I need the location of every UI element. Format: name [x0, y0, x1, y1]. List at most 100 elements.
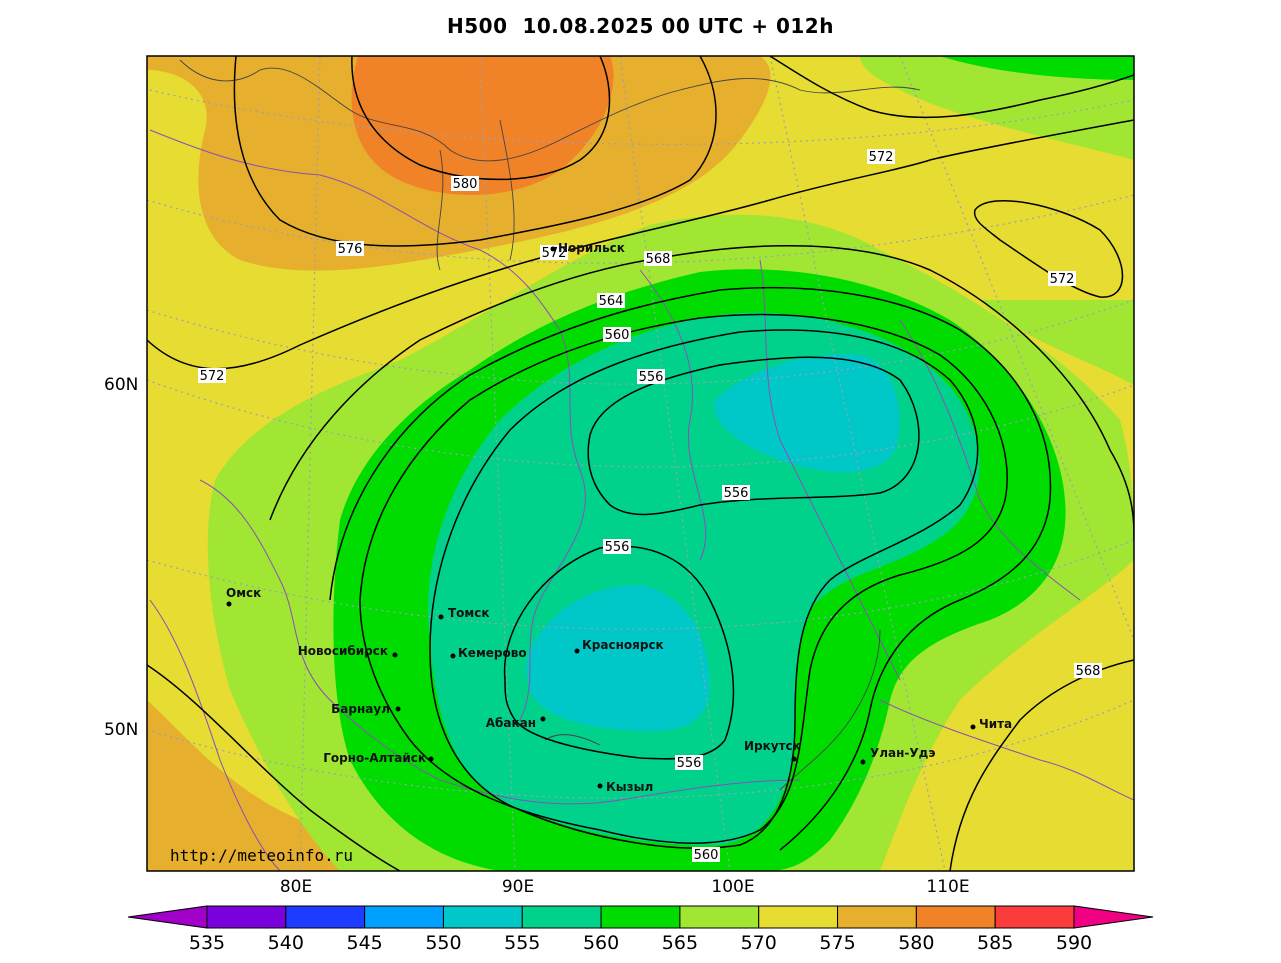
svg-text:Улан-Удэ: Улан-Удэ: [870, 746, 935, 760]
isoline-label: 572: [540, 245, 568, 261]
city-tomsk: Томск: [438, 606, 490, 620]
colorbar-swatch: [285, 905, 366, 929]
coastlines: [179, 59, 921, 791]
city-omsk: Омск: [226, 586, 261, 607]
colorbar-tick-label: 550: [425, 932, 461, 954]
isoline-label: 568: [1074, 663, 1102, 679]
isoline-576: [233, 56, 717, 247]
svg-text:Барнаул: Барнаул: [331, 702, 390, 716]
svg-text:572: 572: [1050, 272, 1075, 287]
svg-text:Омск: Омск: [226, 586, 261, 600]
svg-text:572: 572: [200, 369, 225, 384]
city-irkutsk: Иркутск: [744, 739, 801, 762]
colorbar-tick-label: 565: [662, 932, 698, 954]
admin-borders: [149, 129, 1134, 871]
lon-label-100e: 100E: [711, 877, 754, 897]
svg-text:560: 560: [605, 328, 630, 343]
isoline-label: 572: [867, 149, 895, 165]
colorbar-swatch: [837, 905, 917, 929]
isoline-label: 556: [722, 485, 750, 501]
isoline-556-north: [587, 356, 920, 516]
colorbar-swatch: [521, 905, 602, 929]
city-kyzyl: Кызыл: [597, 780, 653, 794]
isoline-560-inner: [429, 329, 979, 849]
svg-text:Томск: Томск: [448, 606, 490, 620]
svg-text:Горно-Алтайск: Горно-Алтайск: [323, 751, 426, 765]
fill-565-570-ne: [860, 56, 1134, 160]
source-url: http://meteoinfo.ru: [170, 846, 353, 865]
svg-text:568: 568: [646, 252, 671, 267]
lat-label-50n: 50N: [104, 720, 138, 740]
svg-text:Новосибирск: Новосибирск: [298, 644, 388, 658]
colorbar-tick-label: 590: [1056, 932, 1092, 954]
isoline-label: 556: [675, 755, 703, 771]
svg-text:572: 572: [869, 150, 894, 165]
lon-label-80e: 80E: [280, 877, 312, 897]
colorbar-extend-high: [1073, 905, 1154, 929]
isoline-560: [359, 313, 1008, 844]
colorbar-swatch: [364, 905, 444, 929]
city-norilsk: Норильск: [550, 241, 625, 255]
cities: Норильск Омск Томск Новосибирск Кемерово…: [226, 241, 1012, 794]
fill-580-585: [351, 56, 614, 195]
isoline-label: 576: [336, 241, 364, 257]
svg-text:556: 556: [639, 370, 664, 385]
svg-text:572: 572: [542, 246, 567, 261]
colorbar-swatch: [600, 905, 681, 929]
city-abakan: Абакан: [486, 716, 546, 730]
colorbar-tick-label: 585: [977, 932, 1013, 954]
isolines: [147, 56, 1134, 871]
isoline-580: [351, 56, 611, 181]
isoline-label: 564: [597, 293, 625, 309]
svg-text:Красноярск: Красноярск: [582, 638, 664, 652]
fill-575-580-southwest: [147, 700, 350, 871]
colorbar-swatch: [679, 905, 760, 929]
isoline-572: [147, 119, 1134, 370]
colorbar-tick-label: 560: [583, 932, 619, 954]
isoline-572-ne: [769, 56, 1134, 119]
isoline-564: [329, 286, 1052, 851]
colorbar-tick-label: 545: [347, 932, 383, 954]
colorbar-swatch: [206, 905, 287, 929]
isoline-568: [269, 245, 1134, 541]
map-frame: [146, 55, 1135, 872]
isoline-labels: 580 576 572 572 568 564 560 556 556 556 …: [198, 149, 1102, 863]
colorbar-tick-label: 575: [819, 932, 855, 954]
colorbar-tick-label: 540: [268, 932, 304, 954]
isoline-label: 556: [603, 539, 631, 555]
chart-title: H500 10.08.2025 00 UTC + 012h: [447, 14, 834, 38]
city-barnaul: Барнаул: [331, 702, 401, 716]
isoline-label: 572: [1048, 271, 1076, 287]
svg-text:Норильск: Норильск: [558, 241, 625, 255]
isoline-label: 556: [637, 369, 665, 385]
colorbar-tick-label: 555: [504, 932, 540, 954]
city-kemerovo: Кемерово: [450, 646, 527, 660]
lat-label-60n: 60N: [104, 375, 138, 395]
city-gorno-altaysk: Горно-Алтайск: [323, 751, 434, 765]
colorbar-swatch: [758, 905, 839, 929]
svg-text:556: 556: [677, 756, 702, 771]
isoline-label: 580: [451, 176, 479, 192]
city-ulan-ude: Улан-Удэ: [860, 746, 935, 765]
colorbar-tick-label: 580: [898, 932, 934, 954]
colorbar-swatch: [915, 905, 996, 929]
svg-text:576: 576: [338, 242, 363, 257]
svg-text:564: 564: [599, 294, 624, 309]
isoline-556-south: [503, 545, 735, 760]
fill-565-570-east: [980, 300, 1134, 385]
city-novosibirsk: Новосибирск: [298, 644, 398, 658]
lon-label-110e: 110E: [926, 877, 969, 897]
isoline-label: 560: [692, 847, 720, 863]
fill-550-555-north: [714, 354, 900, 472]
fill-se: [1017, 737, 1134, 871]
svg-text:Абакан: Абакан: [486, 716, 536, 730]
svg-text:556: 556: [605, 540, 630, 555]
isoline-572-loop: [973, 199, 1124, 298]
city-chita: Чита: [970, 717, 1012, 731]
colorbar-extend-low: [127, 905, 208, 929]
fill-560-565-ne: [940, 56, 1134, 80]
svg-text:Кызыл: Кызыл: [606, 780, 653, 794]
svg-text:556: 556: [724, 486, 749, 501]
map-field: [147, 56, 1134, 871]
